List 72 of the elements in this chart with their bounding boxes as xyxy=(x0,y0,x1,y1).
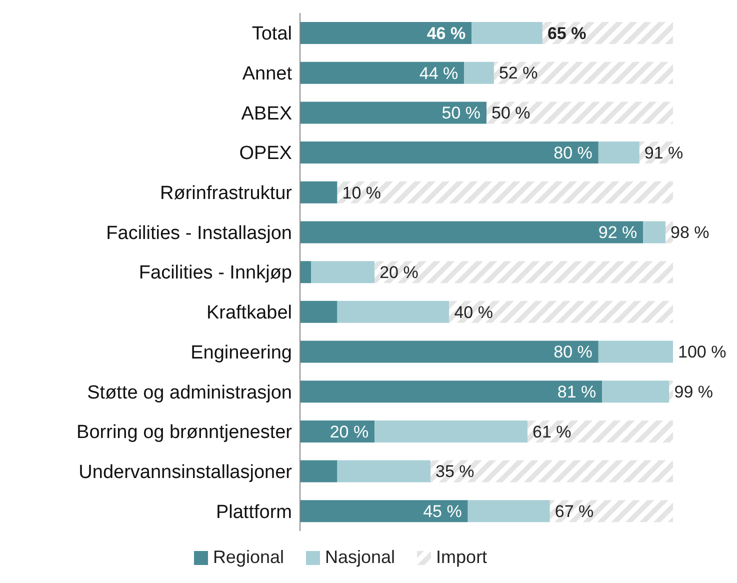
y-tick-label: Støtte og administrasjon xyxy=(87,382,292,404)
legend-label: Import xyxy=(435,547,488,568)
bar xyxy=(300,142,598,164)
bar xyxy=(643,221,666,244)
y-tick-label: Annet xyxy=(242,64,293,85)
bar xyxy=(602,380,670,403)
bar xyxy=(374,261,673,284)
data-label: 80 % xyxy=(554,143,592,162)
bar xyxy=(669,380,673,403)
bar xyxy=(300,221,644,244)
bar xyxy=(449,300,673,323)
bar xyxy=(300,460,338,482)
data-label: 45 % xyxy=(423,502,462,522)
bar xyxy=(528,420,673,442)
bar xyxy=(300,340,598,363)
y-tick-label: Rørinfrastruktur xyxy=(160,183,293,204)
bar xyxy=(300,500,468,522)
data-label: 81 % xyxy=(557,382,596,402)
bar xyxy=(472,22,542,44)
y-tick-label: ABEX xyxy=(241,103,292,124)
bar xyxy=(464,62,494,84)
y-tick-label: OPEX xyxy=(239,143,292,164)
bar xyxy=(300,181,338,204)
annotation: 99 % xyxy=(674,382,714,402)
annotation: 35 % xyxy=(436,462,474,482)
annotation: 91 % xyxy=(644,143,684,162)
annotation: 98 % xyxy=(670,223,710,242)
bar xyxy=(468,500,550,522)
bar xyxy=(300,300,338,323)
bar xyxy=(337,300,450,323)
bar xyxy=(337,460,431,482)
annotation: 20 % xyxy=(380,262,418,282)
y-tick-label: Borring og brønntjenester xyxy=(76,422,293,444)
y-tick-label: Engineering xyxy=(190,342,292,364)
legend-label: Nasjonal xyxy=(324,547,396,568)
bar xyxy=(598,340,673,363)
bar xyxy=(542,22,673,44)
annotation: 50 % xyxy=(492,104,530,123)
bar xyxy=(430,460,673,482)
bar xyxy=(300,62,464,84)
y-tick-label: Total xyxy=(252,24,292,45)
y-tick-label: Facilities - Installasjon xyxy=(106,222,292,244)
legend-label: Regional xyxy=(212,547,284,568)
bar xyxy=(300,261,312,284)
data-label: 20 % xyxy=(330,422,369,442)
bar xyxy=(311,261,375,284)
data-label: 50 % xyxy=(442,104,480,123)
bar xyxy=(337,181,673,204)
data-label: 44 % xyxy=(419,64,458,83)
bar xyxy=(300,380,602,403)
bar xyxy=(300,102,486,124)
bar xyxy=(300,22,472,44)
y-tick-label: Kraftkabel xyxy=(206,302,292,324)
annotation: 61 % xyxy=(532,422,572,442)
data-label: 92 % xyxy=(598,223,638,242)
annotation: 52 % xyxy=(498,64,538,83)
y-tick-label: Undervannsinstallasjoner xyxy=(78,462,293,483)
bar xyxy=(486,102,673,124)
data-label: 46 % xyxy=(426,24,466,43)
bar xyxy=(374,420,528,442)
annotation: 40 % xyxy=(454,302,493,322)
bar xyxy=(598,142,640,164)
annotation: 67 % xyxy=(554,502,594,522)
bar xyxy=(494,62,673,84)
annotation: 65 % xyxy=(547,24,586,43)
bar xyxy=(666,221,673,244)
annotation: 10 % xyxy=(342,183,382,202)
bar xyxy=(550,500,673,522)
annotation: 100 % xyxy=(678,342,726,362)
y-tick-label: Facilities - Innkjøp xyxy=(138,262,292,284)
y-tick-label: Plattform xyxy=(216,502,292,523)
data-label: 80 % xyxy=(554,342,592,362)
